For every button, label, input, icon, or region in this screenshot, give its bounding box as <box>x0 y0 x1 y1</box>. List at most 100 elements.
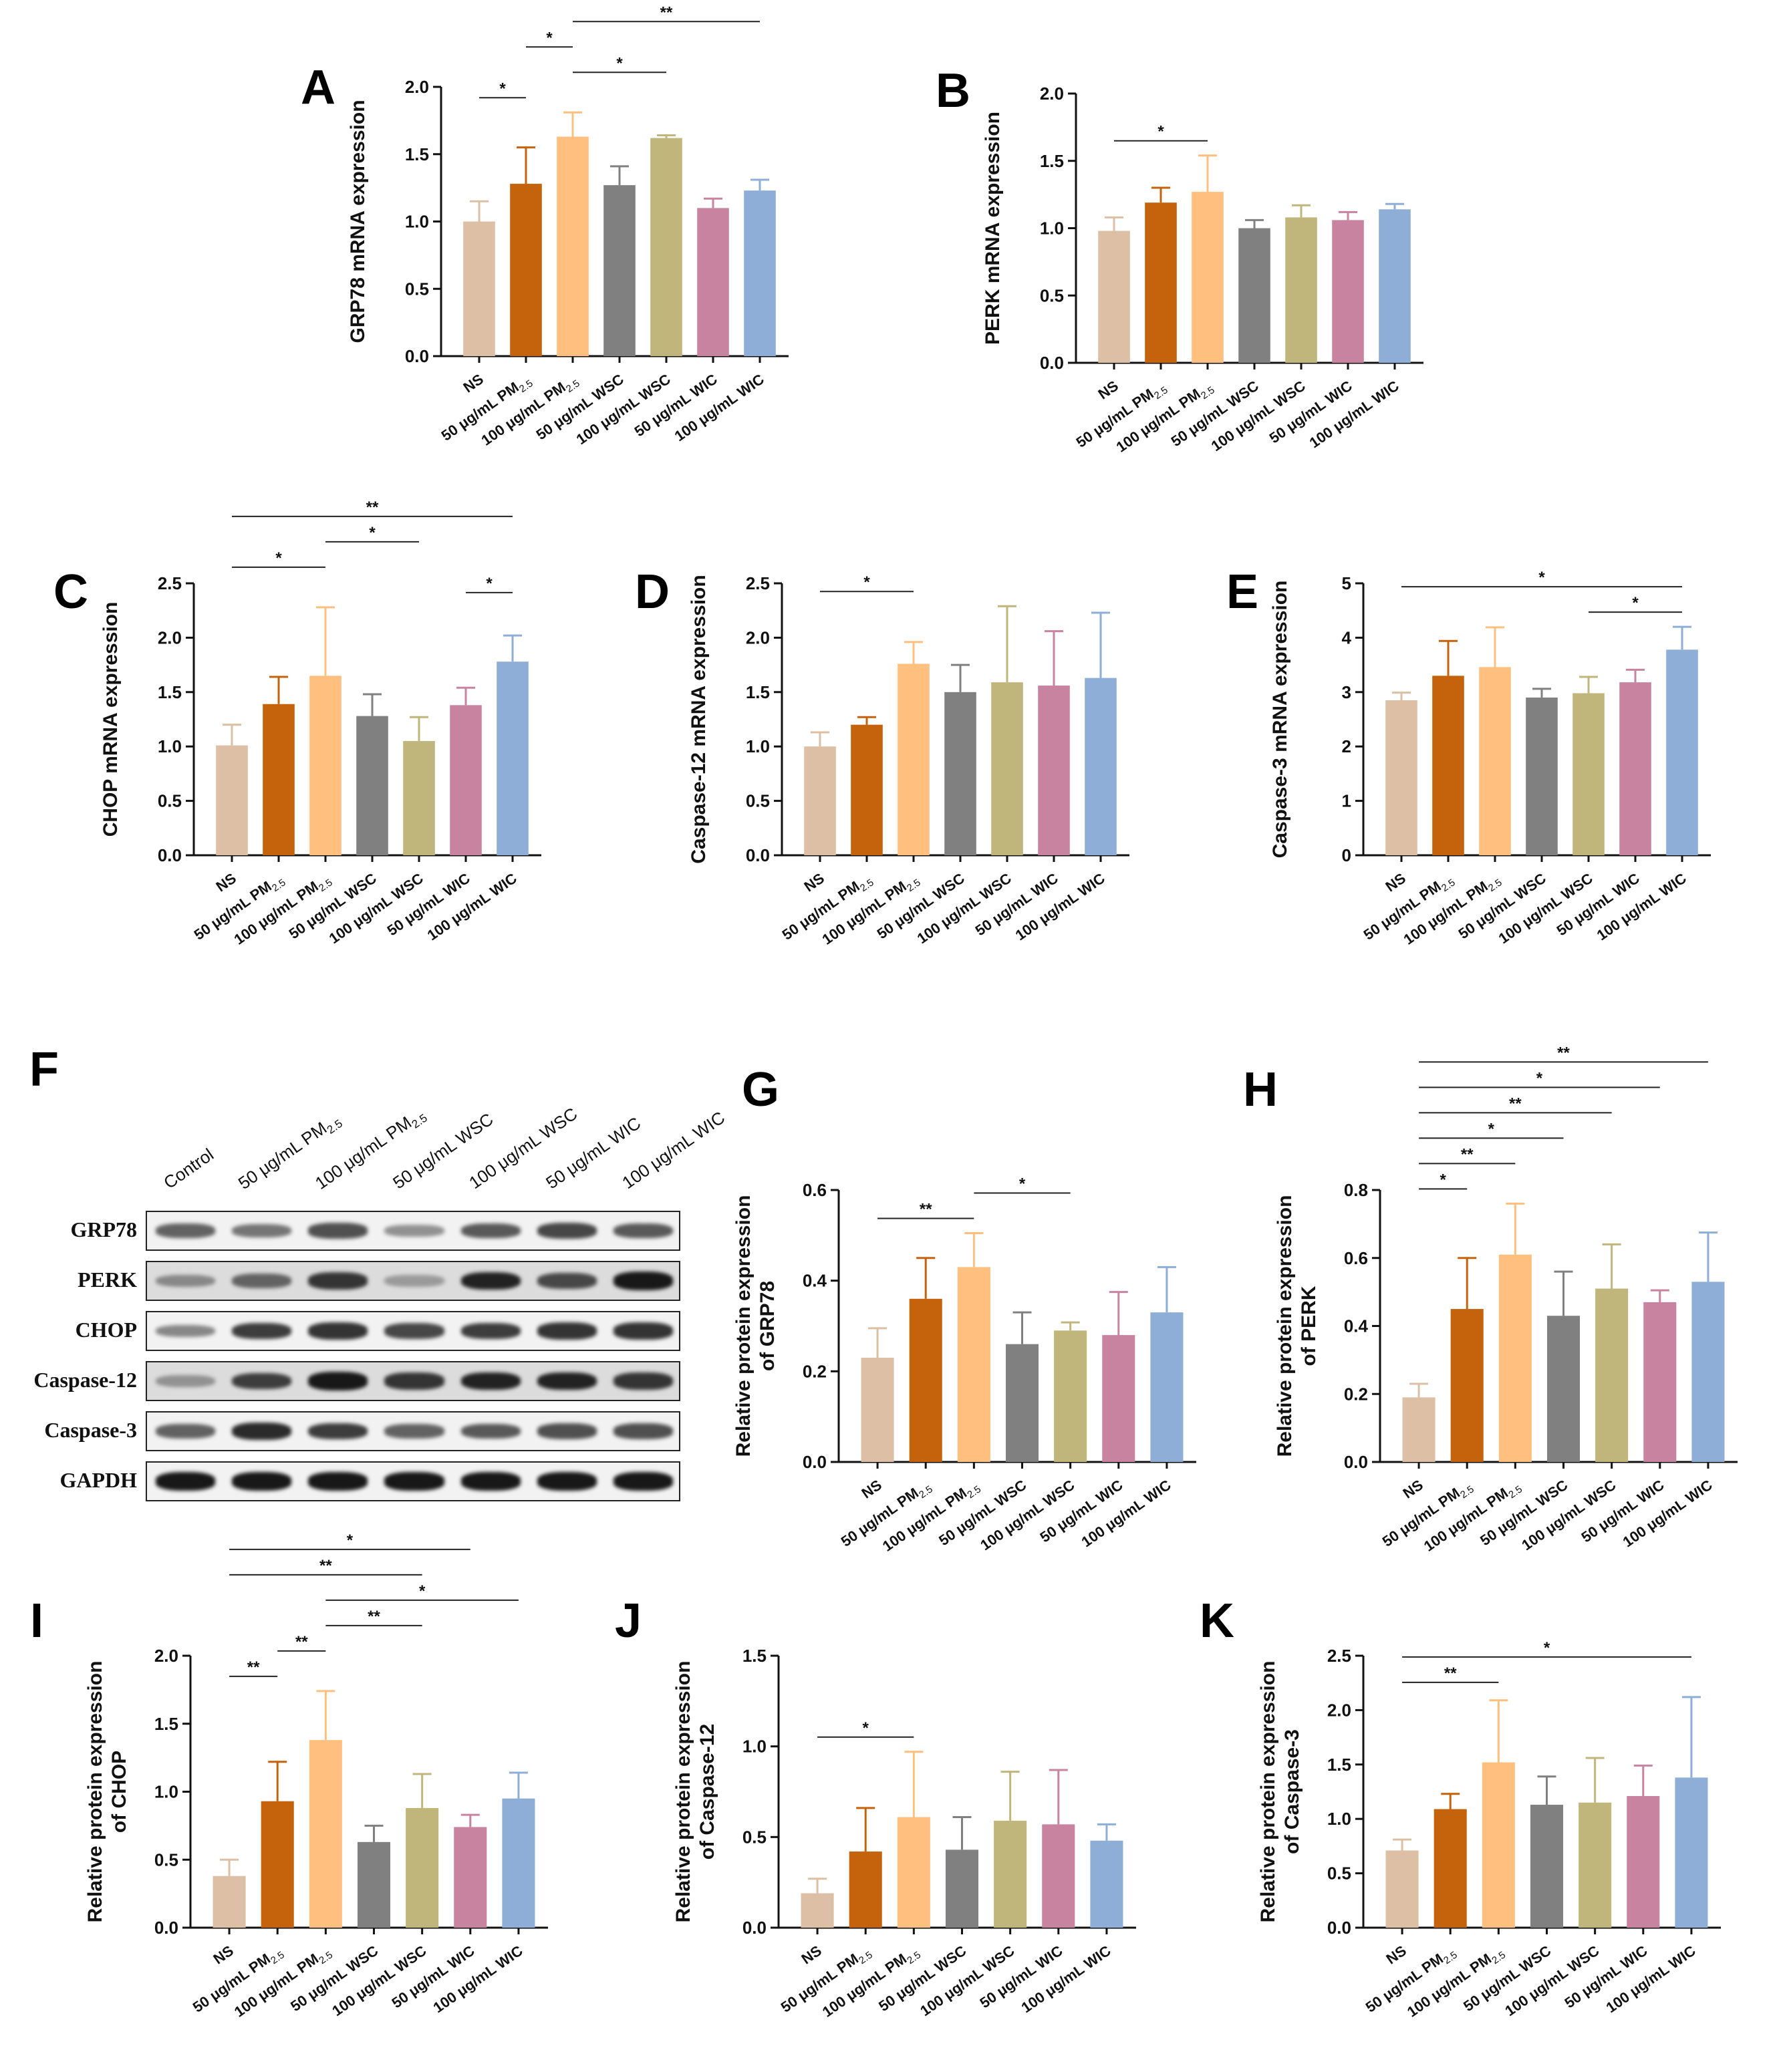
bar <box>1573 693 1605 855</box>
bar <box>1145 202 1177 363</box>
significance-label: * <box>1538 569 1545 587</box>
chart-panel-k: K Relative protein expression of Caspase-3… <box>1200 1594 1721 2023</box>
significance-label: * <box>1536 1069 1543 1087</box>
blot-band <box>613 1223 674 1239</box>
significance-label: ** <box>366 498 379 516</box>
bar <box>1379 209 1411 363</box>
y-tick-label: 1.5 <box>158 682 182 702</box>
bar <box>1530 1805 1564 1928</box>
significance-label: ** <box>1461 1145 1474 1163</box>
bar <box>1450 1309 1484 1462</box>
blot-band <box>384 1224 444 1237</box>
blot-band <box>231 1472 291 1491</box>
bar <box>454 1827 487 1928</box>
bar <box>502 1798 535 1928</box>
blot-band <box>460 1272 521 1290</box>
blot-band <box>231 1274 291 1288</box>
bar <box>1482 1762 1515 1928</box>
category-tick-label: NS <box>213 870 239 895</box>
y-axis-label: PERK mRNA expression <box>982 112 1004 345</box>
bar <box>1238 228 1270 363</box>
blot-band <box>308 1223 368 1239</box>
bar <box>1666 649 1698 855</box>
blot-band <box>384 1323 444 1339</box>
blot-strip <box>146 1311 680 1351</box>
category-tick-label: NS <box>859 1477 885 1502</box>
bar <box>849 1852 882 1928</box>
y-tick-label: 0.0 <box>154 1918 178 1938</box>
significance-label: ** <box>247 1658 260 1676</box>
blot-strip <box>146 1211 680 1251</box>
blot-band <box>155 1424 215 1439</box>
blot-row-label: PERK <box>78 1268 137 1292</box>
significance-label: ** <box>1557 1044 1570 1062</box>
significance-label: * <box>347 1531 354 1549</box>
y-tick-label: 0.5 <box>1327 1864 1351 1884</box>
blot-band <box>384 1372 444 1390</box>
western-blot-panel-f: F Control 50 μg/mL PM2.5 100 μg/mL PM2.5 50… <box>27 1042 728 1537</box>
y-tick-label: 2.5 <box>1327 1646 1351 1666</box>
y-tick-label: 0.0 <box>746 845 770 865</box>
bar <box>804 746 836 855</box>
y-tick-label: 0.5 <box>158 791 182 811</box>
blot-band <box>308 1272 368 1290</box>
bar <box>1042 1824 1075 1928</box>
bar <box>994 1820 1027 1928</box>
category-tick-label: 100 μg/mL WIC <box>1079 1477 1174 1551</box>
y-tick-label: 0.2 <box>803 1361 827 1381</box>
bar <box>909 1298 942 1462</box>
bar <box>1643 1302 1677 1462</box>
significance-label: * <box>616 54 623 72</box>
significance-label: * <box>546 29 553 47</box>
category-tick-label: 100 μg/mL WIC <box>1620 1477 1716 1551</box>
category-tick-label: NS <box>211 1942 237 1968</box>
y-axis-label: Relative protein expression of Caspase-3 <box>1257 1661 1303 1923</box>
bar <box>1385 700 1417 855</box>
y-tick-label: 2.0 <box>1040 84 1064 104</box>
significance-label: ** <box>319 1557 332 1575</box>
y-tick-label: 1.0 <box>746 736 770 756</box>
bar <box>897 1817 930 1928</box>
bar <box>406 1807 439 1928</box>
bar <box>650 138 682 356</box>
bar <box>510 184 542 356</box>
y-tick-label: 0.0 <box>1040 353 1064 373</box>
category-tick-label: NS <box>799 1942 825 1968</box>
y-tick-label: 1.5 <box>405 144 429 164</box>
bar <box>744 190 776 356</box>
blot-band <box>155 1223 215 1238</box>
blot-band <box>308 1423 368 1440</box>
category-tick-label: NS <box>460 371 486 396</box>
bar <box>1332 220 1364 363</box>
bar <box>557 136 589 356</box>
significance-label: * <box>1544 1639 1550 1657</box>
y-tick-label: 0.5 <box>154 1849 178 1870</box>
chart-panel-h: H Relative protein expression of PERK 0.0 0.… <box>1243 1044 1738 1558</box>
blot-band <box>537 1223 597 1239</box>
chart-panel-i: I Relative protein expression of CHOP 0.0 0.… <box>30 1531 548 2023</box>
y-tick-label: 1.0 <box>1040 218 1064 239</box>
blot-band <box>231 1372 291 1390</box>
bar <box>945 1849 979 1928</box>
bar <box>1498 1254 1532 1462</box>
bar <box>309 1740 342 1928</box>
bar <box>357 1841 391 1928</box>
y-tick-label: 0.4 <box>1344 1316 1369 1336</box>
category-tick-label: NS <box>1382 870 1408 895</box>
panel-letter: B <box>936 64 970 118</box>
blot-band <box>537 1472 597 1491</box>
y-tick-label: 1.0 <box>742 1737 767 1757</box>
panel-letter: C <box>53 565 88 619</box>
y-tick-label: 0.0 <box>803 1452 827 1472</box>
bar <box>356 716 388 855</box>
blot-band <box>460 1423 521 1439</box>
y-tick-label: 0.0 <box>1344 1452 1368 1472</box>
panel-letter: G <box>742 1063 779 1117</box>
panel-letter: D <box>635 565 670 619</box>
bar <box>1526 697 1558 855</box>
bar <box>851 724 883 855</box>
